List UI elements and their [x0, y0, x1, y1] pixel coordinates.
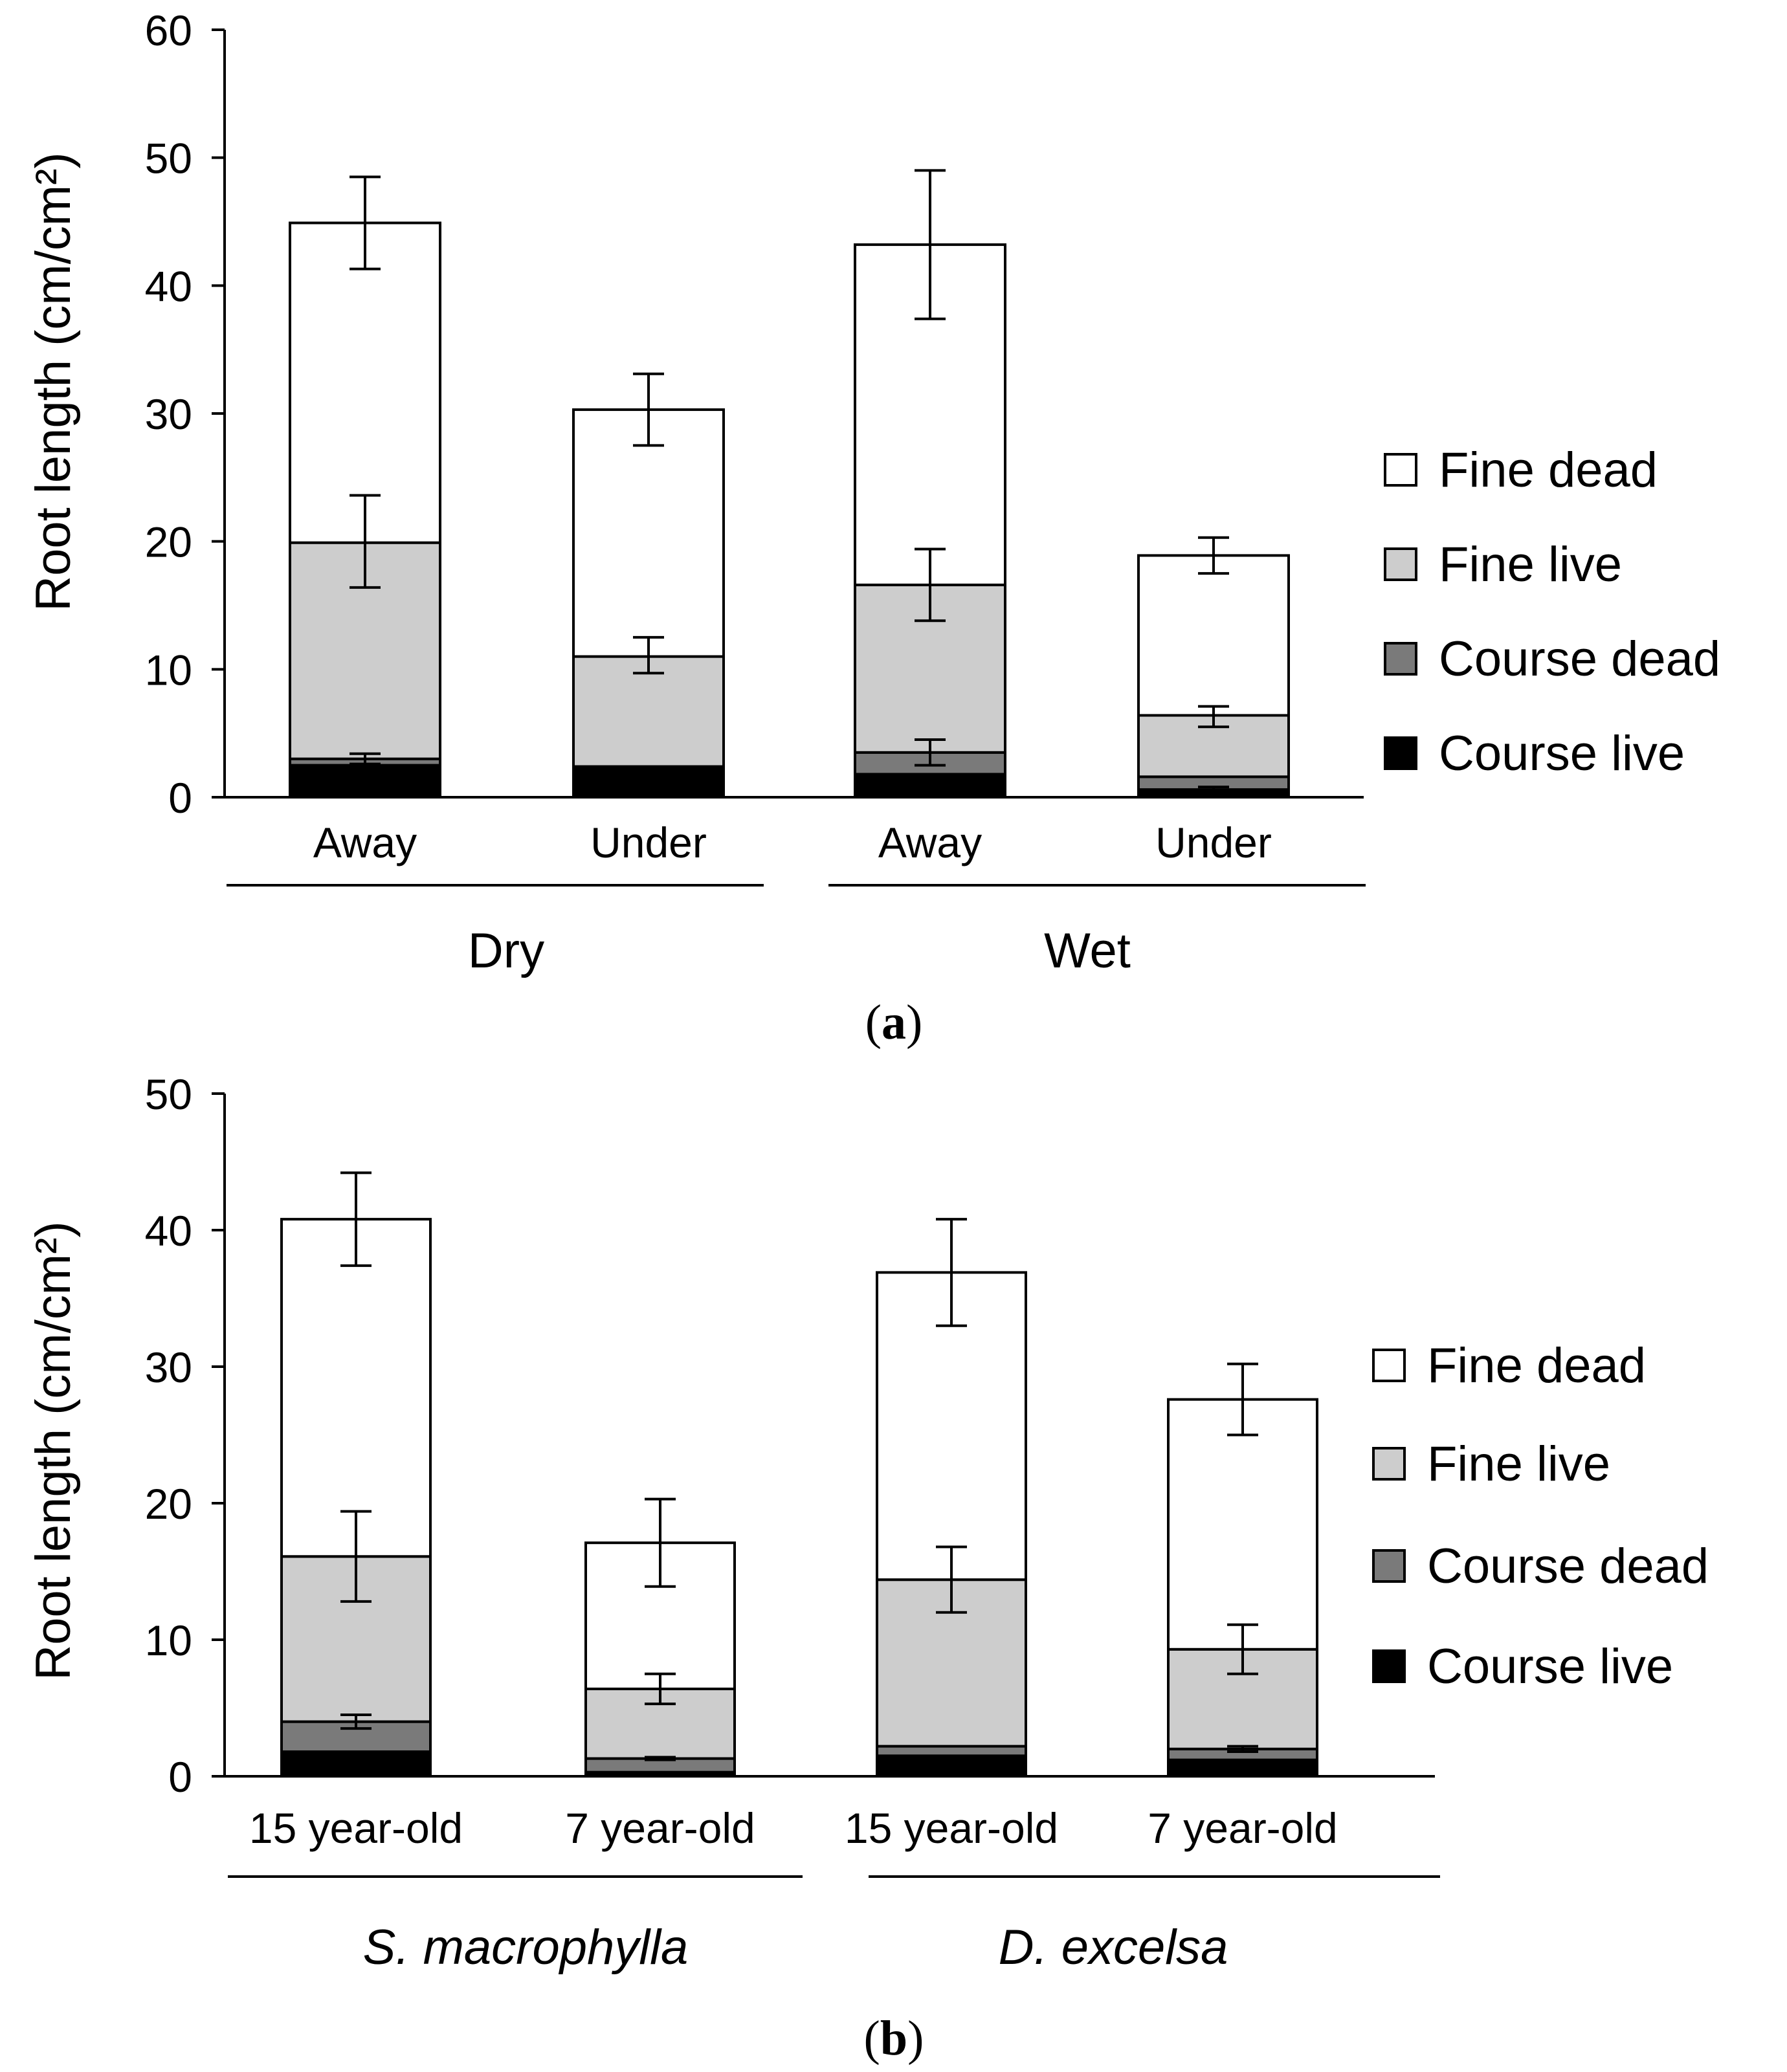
- panel-b-x-tick-labels: 15 year-old 7 year-old 15 year-old 7 year-o…: [249, 1804, 1338, 1852]
- panel-b-y-axis-label: Root length (cm/cm²): [26, 1221, 81, 1681]
- panel-a-legend-label-fine-live: Fine live: [1439, 537, 1622, 592]
- panel-b-x-tick-label-2: 7 year-old: [565, 1804, 755, 1852]
- panel-a-group-label-1: Dry: [468, 923, 544, 978]
- panel-a-group-label-2: Wet: [1044, 923, 1131, 978]
- panel-b-group-label-2: D. excelsa: [999, 1920, 1228, 1975]
- panel-b-legend-swatch-course-dead: [1372, 1549, 1406, 1583]
- panel-b-bar-4-course-live: [1167, 1758, 1318, 1778]
- panel-b-x-tick-label-3: 15 year-old: [845, 1804, 1058, 1852]
- panel-a-legend: Fine dead Fine live Course dead Course live: [1384, 443, 1720, 781]
- panel-b-bars: [280, 1218, 1318, 1778]
- panel-a-y-tick-label-50: 50: [145, 135, 192, 182]
- panel-b-x-tick-label-1: 15 year-old: [249, 1804, 463, 1852]
- panel-b-y-tick-label-40: 40: [145, 1207, 192, 1255]
- panel-b-y-tick-label-30: 30: [145, 1343, 192, 1391]
- panel-b-legend-label-course-live: Course live: [1427, 1639, 1673, 1694]
- panel-b-x-tick-label-4: 7 year-old: [1148, 1804, 1338, 1852]
- panel-b-bar-1-course-live: [280, 1750, 432, 1778]
- panel-b-legend-label-fine-live: Fine live: [1427, 1437, 1610, 1492]
- panel-b-bar-1-course-dead: [280, 1720, 432, 1754]
- panel-a-legend-swatch-fine-dead: [1384, 453, 1417, 487]
- panel-b-legend-label-course-dead: Course dead: [1427, 1539, 1709, 1594]
- panel-a-y-tick-label-60: 60: [145, 6, 192, 54]
- panel-a-legend-label-fine-dead: Fine dead: [1439, 443, 1658, 498]
- panel-b-legend-swatch-fine-live: [1372, 1447, 1406, 1481]
- panel-a-x-tick-label-3: Away: [878, 819, 982, 866]
- panel-b-group-labels: S. macrophylla D. excelsa: [228, 1875, 1440, 1975]
- panel-a-legend-swatch-fine-live: [1384, 547, 1417, 581]
- panel-b-error-bars: [340, 1171, 1258, 1761]
- panel-a-bars: [289, 221, 1290, 799]
- panel-b-bar-1-fine-dead: [280, 1218, 432, 1558]
- panel-a-y-tick-label-20: 20: [145, 518, 192, 566]
- panel-a-bar-2-fine-dead: [572, 408, 725, 658]
- panel-a-bar-1-course-live: [289, 764, 441, 799]
- panel-b-tag: (b): [864, 2011, 924, 2066]
- panel-a-y-tick-label-40: 40: [145, 262, 192, 310]
- panel-a-error-bars: [350, 169, 1229, 794]
- panel-b-chart: Root length (cm/cm²) 0 10 20 30 40 50 15 year…: [26, 1070, 1709, 2066]
- panel-a-y-ticks: 0 10 20 30 40 50 60: [145, 6, 225, 822]
- panel-a-tag: (a): [865, 995, 923, 1050]
- panel-b-y-tick-label-10: 10: [145, 1616, 192, 1664]
- panel-b-bar-3-course-dead: [876, 1745, 1027, 1758]
- panel-a-y-tick-label-0: 0: [168, 774, 192, 822]
- panel-b-legend: Fine dead Fine live Course dead Course live: [1372, 1338, 1709, 1694]
- panel-a-group-labels: Dry Wet: [227, 884, 1366, 978]
- panel-b-bar-3-course-live: [876, 1754, 1027, 1778]
- panel-a-legend-label-course-dead: Course dead: [1439, 632, 1720, 687]
- panel-b-legend-label-fine-dead: Fine dead: [1427, 1338, 1646, 1393]
- panel-a-bar-3-course-live: [854, 773, 1006, 799]
- panel-a-bar-2-course-live: [572, 767, 725, 799]
- panel-b-y-tick-label-0: 0: [168, 1753, 192, 1801]
- panel-b-y-tick-label-50: 50: [145, 1070, 192, 1118]
- panel-a-bar-4-fine-dead: [1137, 554, 1290, 717]
- panel-b-bar-4-fine-dead: [1167, 1398, 1318, 1651]
- panel-a-legend-swatch-course-live: [1384, 736, 1417, 770]
- panel-a-x-tick-labels: Away Under Away Under: [313, 819, 1272, 866]
- panel-a-bar-1-fine-dead: [289, 221, 441, 544]
- panel-a-legend-label-course-live: Course live: [1439, 726, 1685, 781]
- panel-a-x-tick-label-4: Under: [1155, 819, 1272, 866]
- panel-b-y-ticks: 0 10 20 30 40 50: [145, 1070, 225, 1801]
- panel-b-y-tick-label-20: 20: [145, 1480, 192, 1528]
- panel-a-y-tick-label-30: 30: [145, 390, 192, 438]
- panel-a-chart: Root length (cm/cm²) 0 10 20 30 40 50 60 Away U…: [26, 6, 1720, 1050]
- panel-b-legend-swatch-fine-dead: [1372, 1349, 1406, 1382]
- panel-a-x-tick-label-2: Under: [590, 819, 707, 866]
- panel-a-y-tick-label-10: 10: [145, 646, 192, 694]
- panel-b-legend-swatch-course-live: [1372, 1649, 1406, 1683]
- panel-a-legend-swatch-course-dead: [1384, 642, 1417, 676]
- panel-a-x-tick-label-1: Away: [313, 819, 417, 866]
- panel-b-group-label-1: S. macrophylla: [363, 1920, 689, 1975]
- panel-a-y-axis-label: Root length (cm/cm²): [26, 152, 81, 612]
